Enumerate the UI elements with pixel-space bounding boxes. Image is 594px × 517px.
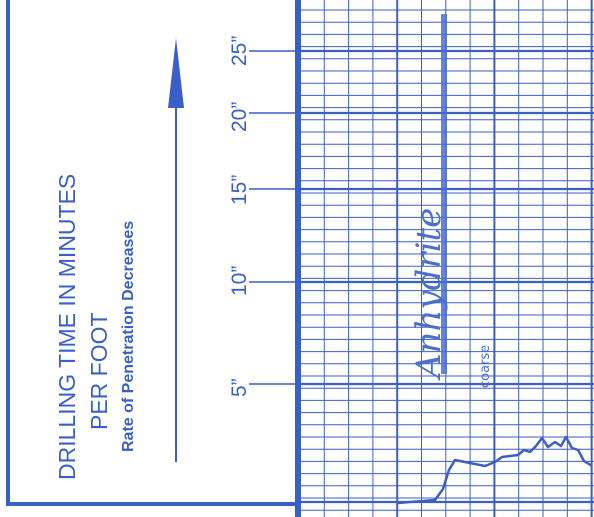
small-note: coarse (478, 345, 493, 388)
title-block: DRILLING TIME IN MINUTES (54, 174, 80, 480)
drilling-time-curve (397, 435, 593, 505)
scale-label-10: 10” (228, 266, 251, 296)
scale-label-25: 25” (228, 36, 251, 66)
scale-leaders (249, 50, 296, 385)
title-line-2: PER FOOT (86, 312, 112, 430)
formation-group: Anhydrite (409, 208, 449, 381)
left-border (6, 0, 10, 505)
scale-label-5: 5” (228, 378, 251, 397)
arrow-up-icon (168, 38, 184, 108)
small-note-group: coarse (478, 345, 493, 388)
subtitle: Rate of Penetration Decreases (120, 221, 137, 452)
scale-label-15: 15” (228, 175, 251, 205)
scale-label-20: 20” (228, 102, 251, 132)
title-line-2-group: PER FOOT (86, 312, 112, 430)
subtitle-group: Rate of Penetration Decreases (120, 221, 137, 452)
title-line-1: DRILLING TIME IN MINUTES (54, 174, 80, 480)
formation-annotation: Anhydrite (409, 208, 449, 381)
column-divider (295, 0, 300, 517)
scale-labels: 5” 10” 15” 20” 25” (228, 36, 251, 397)
pen-stroke-vertical (441, 14, 447, 374)
bottom-border (6, 502, 298, 506)
